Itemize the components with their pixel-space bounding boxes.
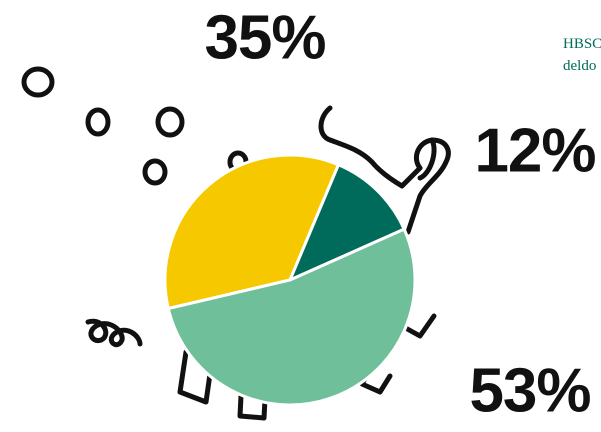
pie-slice bbox=[166, 227, 417, 407]
value-label: 35% bbox=[204, 3, 325, 72]
annotation: deldo bbox=[563, 58, 596, 74]
value-label: 12% bbox=[474, 116, 595, 185]
pie bbox=[163, 153, 417, 407]
value-label: 53% bbox=[469, 356, 590, 425]
pie-slice bbox=[287, 162, 407, 283]
pie-slice bbox=[163, 153, 341, 311]
annotation: HBSC bbox=[563, 36, 601, 52]
